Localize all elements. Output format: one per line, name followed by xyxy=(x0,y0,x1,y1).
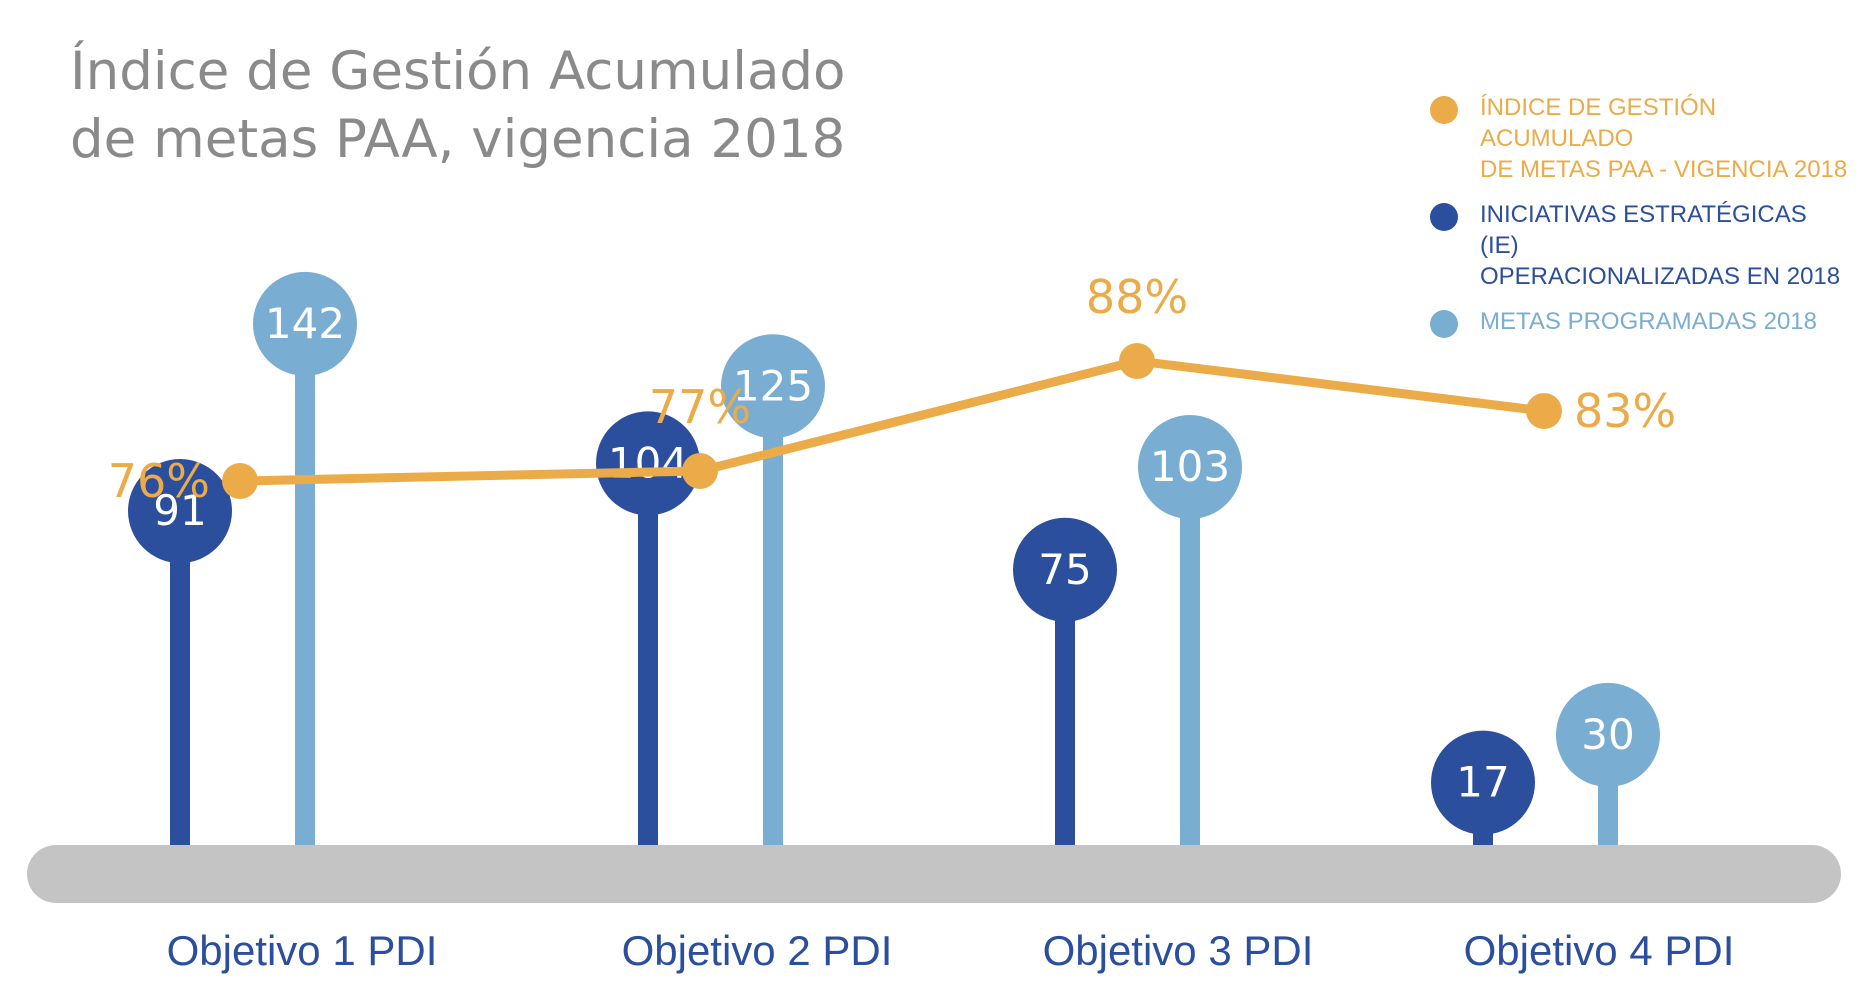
stem-metas xyxy=(763,386,783,845)
legend-item-iniciativas: INICIATIVAS ESTRATÉGICAS (IE) OPERACIONA… xyxy=(1430,199,1850,292)
baseline-bar xyxy=(27,845,1841,903)
stem-iniciativas xyxy=(1055,569,1075,845)
legend-label-metas: METAS PROGRAMADAS 2018 xyxy=(1480,306,1850,337)
data-label-indice: 77% xyxy=(649,380,751,434)
data-label-iniciativas: 17 xyxy=(1456,758,1509,807)
point-indice xyxy=(682,453,718,489)
stem-iniciativas xyxy=(638,463,658,845)
legend-swatch-iniciativas xyxy=(1430,203,1458,231)
legend-swatch-indice xyxy=(1430,96,1458,124)
chart-title-line-2: de metas PAA, vigencia 2018 xyxy=(70,109,846,170)
data-label-metas: 103 xyxy=(1150,442,1230,491)
line-indice xyxy=(239,356,1545,486)
point-iniciativas xyxy=(1431,730,1535,835)
data-label-metas: 125 xyxy=(733,361,813,410)
point-metas xyxy=(1138,414,1242,519)
point-iniciativas xyxy=(596,411,700,516)
point-indice xyxy=(222,463,258,499)
data-label-metas: 142 xyxy=(265,299,345,348)
legend-label-line: INICIATIVAS ESTRATÉGICAS (IE) xyxy=(1480,201,1807,259)
point-indice xyxy=(1526,393,1562,429)
legend-label-line: METAS PROGRAMADAS 2018 xyxy=(1480,308,1817,335)
point-indice xyxy=(1119,343,1155,379)
legend-label-indice: ÍNDICE DE GESTIÓN ACUMULADO DE METAS PAA… xyxy=(1480,92,1850,185)
point-iniciativas xyxy=(128,459,232,564)
legend-label-iniciativas: INICIATIVAS ESTRATÉGICAS (IE) OPERACIONA… xyxy=(1480,199,1850,292)
legend-item-metas: METAS PROGRAMADAS 2018 xyxy=(1430,306,1850,338)
data-label-indice: 88% xyxy=(1086,270,1188,324)
point-metas xyxy=(253,271,357,376)
point-metas xyxy=(721,334,825,439)
data-label-metas: 30 xyxy=(1581,710,1634,759)
category-label: Objetivo 3 PDI xyxy=(1043,927,1314,974)
point-metas xyxy=(1556,682,1660,787)
stem-metas xyxy=(295,323,315,845)
legend-item-indice: ÍNDICE DE GESTIÓN ACUMULADO DE METAS PAA… xyxy=(1430,92,1850,185)
category-label: Objetivo 2 PDI xyxy=(622,927,893,974)
data-label-indice: 76% xyxy=(108,454,210,508)
data-label-iniciativas: 75 xyxy=(1038,545,1091,594)
legend: ÍNDICE DE GESTIÓN ACUMULADO DE METAS PAA… xyxy=(1430,92,1850,351)
stem-iniciativas xyxy=(170,511,190,845)
legend-label-line: ÍNDICE DE GESTIÓN ACUMULADO xyxy=(1480,94,1717,152)
stem-metas xyxy=(1180,466,1200,845)
point-iniciativas xyxy=(1013,517,1117,622)
data-label-iniciativas: 91 xyxy=(153,486,206,535)
category-label: Objetivo 1 PDI xyxy=(167,927,438,974)
data-label-indice: 83% xyxy=(1574,384,1676,438)
chart-title-line-1: Índice de Gestión Acumulado xyxy=(70,41,846,102)
category-label: Objetivo 4 PDI xyxy=(1464,927,1735,974)
data-label-iniciativas: 104 xyxy=(608,438,688,487)
legend-swatch-metas xyxy=(1430,310,1458,338)
legend-label-line: DE METAS PAA - VIGENCIA 2018 xyxy=(1480,156,1848,183)
legend-label-line: OPERACIONALIZADAS EN 2018 xyxy=(1480,263,1841,290)
chart-title: Índice de Gestión Acumulado de metas PAA… xyxy=(70,38,846,174)
